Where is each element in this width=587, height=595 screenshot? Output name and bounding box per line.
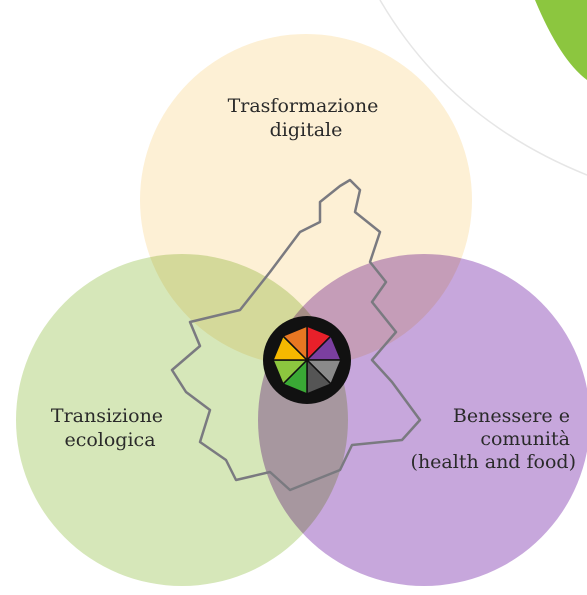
label-line: (health and food)	[411, 451, 576, 473]
label-digital: Trasformazione digitale	[228, 95, 385, 141]
center-wheel	[263, 316, 351, 404]
label-line: ecologica	[64, 429, 155, 451]
label-line: comunità	[480, 428, 570, 450]
circles	[16, 34, 587, 586]
region-outline	[170, 178, 422, 492]
wheel-wedge	[281, 324, 308, 362]
label-line: Benessere e	[453, 405, 570, 427]
label-line: Transizione	[51, 405, 163, 427]
label-wellbeing: Benessere e comunità (health and food)	[411, 405, 576, 473]
circle-ecological	[16, 254, 348, 586]
label-line: digitale	[270, 119, 343, 141]
label-line: Trasformazione	[228, 95, 379, 117]
corner-leaf	[535, 0, 587, 80]
label-ecological: Transizione ecologica	[51, 405, 169, 451]
corner-arc	[379, 0, 587, 176]
